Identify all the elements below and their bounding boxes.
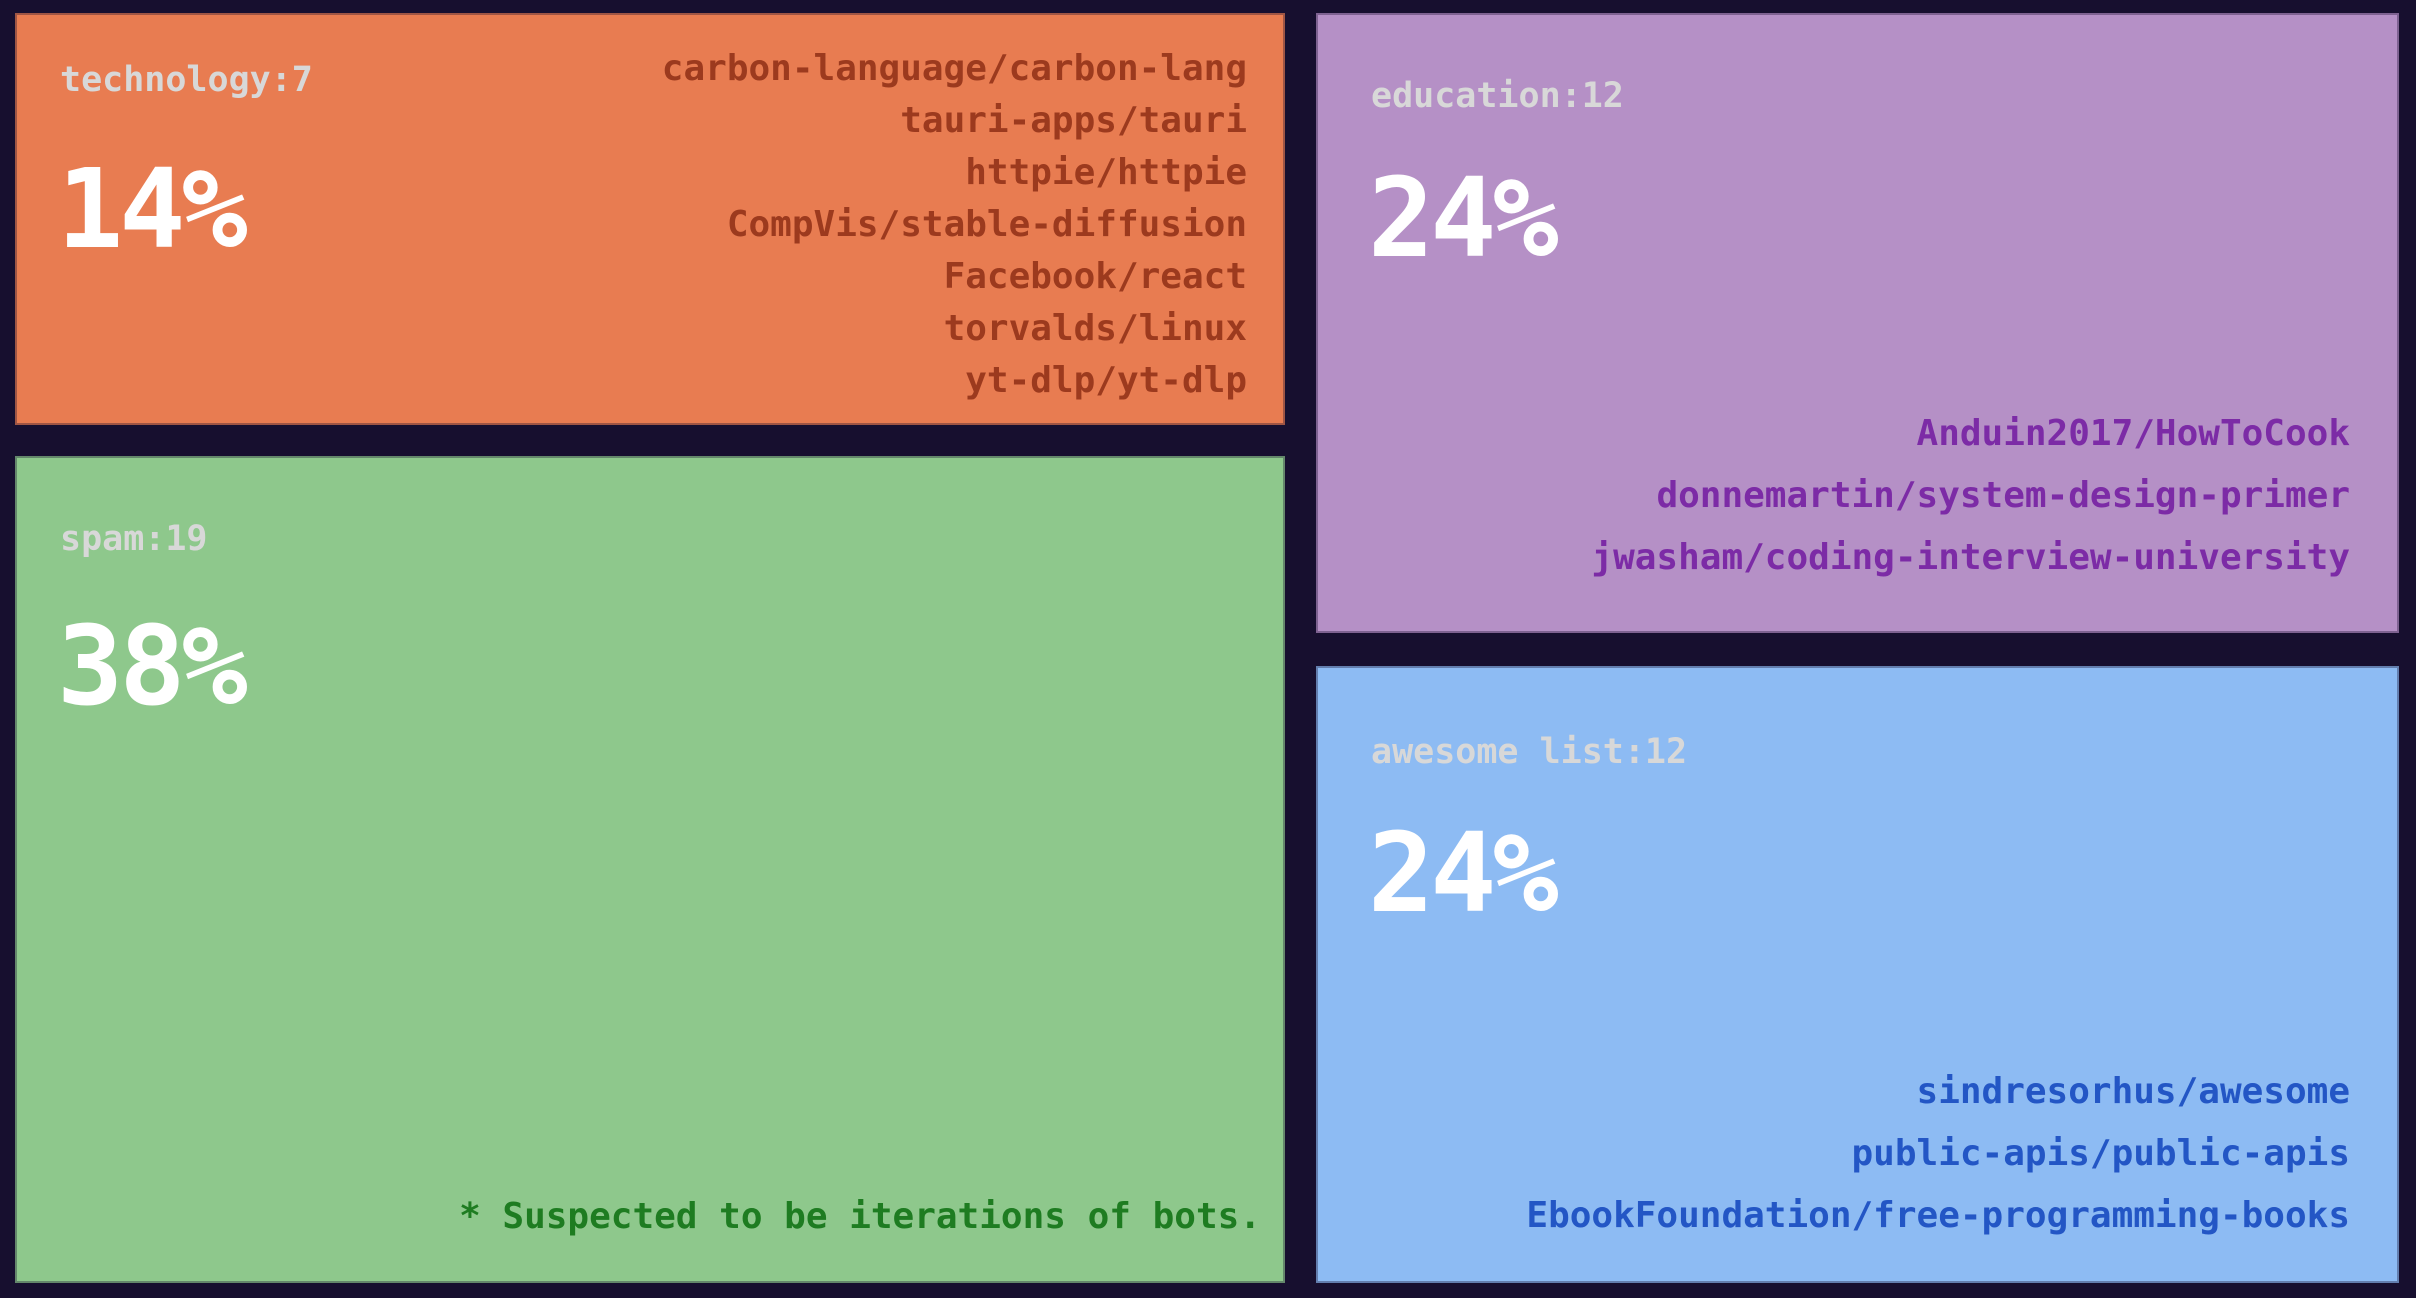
treemap-tile-awesome-list[interactable]: awesome list:12 24% sindresorhus/awesome…	[1316, 666, 2399, 1283]
repo-item: public-apis/public-apis	[1851, 1133, 2351, 1174]
tile-percent-value: 24%	[1368, 809, 1559, 937]
tile-label: technology:7	[60, 60, 313, 100]
repo-item: Facebook/react	[943, 256, 1247, 297]
repo-item: httpie/httpie	[965, 152, 1247, 193]
repo-item: yt-dlp/yt-dlp	[965, 360, 1247, 401]
footnote: * Suspected to be iterations of bots.	[459, 1196, 1261, 1237]
repo-item: sindresorhus/awesome	[1916, 1071, 2350, 1112]
repo-item: tauri-apps/tauri	[900, 100, 1247, 141]
treemap-tile-education[interactable]: education:12 24% Anduin2017/HowToCook don…	[1316, 13, 2399, 633]
tile-percent-value: 38%	[57, 602, 248, 730]
tile-percent-value: 24%	[1368, 154, 1559, 282]
repo-item: Anduin2017/HowToCook	[1916, 413, 2350, 454]
repo-item: donnemartin/system-design-primer	[1656, 475, 2350, 516]
repo-list: Anduin2017/HowToCook donnemartin/system-d…	[1591, 403, 2350, 589]
repo-list: sindresorhus/awesome public-apis/public-a…	[1526, 1061, 2350, 1247]
repo-item: jwasham/coding-interview-university	[1591, 537, 2350, 578]
tile-label: awesome list:12	[1371, 732, 1688, 772]
tile-label: spam:19	[60, 519, 208, 559]
repo-item: CompVis/stable-diffusion	[726, 204, 1247, 245]
repo-item: torvalds/linux	[943, 308, 1247, 349]
repo-item: EbookFoundation/free-programming-books	[1526, 1195, 2350, 1236]
tile-percent-value: 14%	[57, 145, 248, 273]
treemap-tile-spam[interactable]: spam:19 38% * Suspected to be iterations…	[15, 456, 1285, 1283]
repo-list: carbon-language/carbon-lang tauri-apps/ta…	[662, 43, 1247, 407]
tile-label: education:12	[1371, 76, 1624, 116]
repo-item: carbon-language/carbon-lang	[661, 48, 1247, 89]
treemap-tile-technology[interactable]: technology:7 14% carbon-language/carbon-…	[15, 13, 1285, 425]
